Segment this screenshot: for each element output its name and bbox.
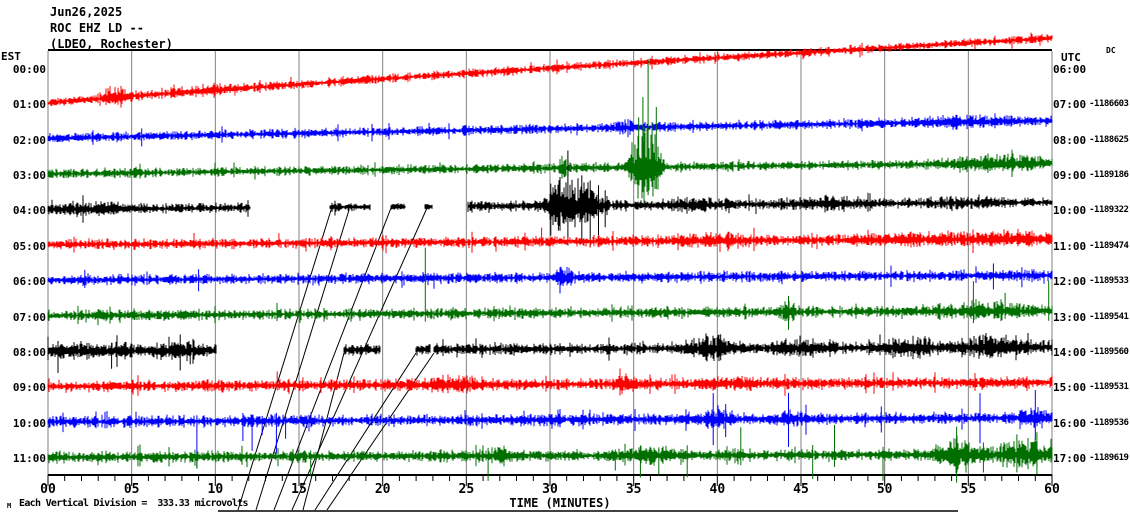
est-hour-label: 01:00: [12, 98, 46, 112]
trace-0300-black: [47, 150, 1053, 248]
utc-hour-label: 11:00 -1189474: [1053, 239, 1129, 253]
utc-hour-text: 14:00: [1053, 346, 1087, 360]
dc-offset-value: -1189541: [1089, 311, 1129, 322]
trace-0500-blue: [47, 263, 1053, 294]
utc-hour-text: 10:00: [1053, 204, 1087, 218]
utc-hour-label: 13:00 -1189541: [1053, 310, 1129, 324]
dc-offset-value: -1189186: [1089, 169, 1129, 180]
utc-hour-text: 07:00: [1053, 98, 1087, 112]
utc-hour-label: 16:00 -1189536: [1053, 416, 1129, 430]
x-tick-label: 50: [876, 482, 893, 497]
dc-offset-value: -1189533: [1089, 276, 1129, 287]
x-tick-label: 00: [40, 482, 56, 497]
gap-pointer-line: [237, 209, 332, 511]
utc-hour-label: 09:00 -1189186: [1053, 168, 1129, 182]
trace-0000-red: [47, 32, 1053, 108]
x-tick-label: 30: [542, 482, 558, 497]
x-tick-label: 15: [291, 482, 307, 497]
est-hour-label: 10:00: [12, 416, 46, 430]
x-tick-label: 05: [123, 482, 140, 497]
utc-hour-text: 08:00: [1053, 133, 1087, 147]
dc-offset-value: -1189560: [1089, 347, 1129, 358]
utc-hour-label: 17:00 -1189619: [1053, 452, 1129, 466]
dc-column-title: DC: [1106, 46, 1116, 55]
dc-offset-value: -1189474: [1089, 240, 1129, 251]
vertical-scale-note: Each Vertical Division = 333.33 microvol…: [19, 498, 248, 509]
est-hour-label: 06:00: [12, 275, 46, 289]
trace-0600-green: [47, 247, 1053, 330]
trace-0100-blue: [47, 113, 1053, 147]
x-tick-label: 55: [960, 482, 977, 497]
trace-0900-blue: [47, 390, 1053, 468]
station-code: ROC EHZ LD --: [50, 21, 144, 35]
est-hour-label: 05:00: [12, 239, 46, 253]
gap-pointer-line: [326, 352, 435, 511]
utc-hour-label: 08:00 -1188625: [1053, 133, 1129, 147]
utc-hour-label: 10:00 -1189322: [1053, 204, 1129, 218]
trace-0200-green: [47, 59, 1053, 203]
utc-hour-text: 17:00: [1053, 452, 1087, 466]
utc-hour-text: 15:00: [1053, 381, 1087, 395]
est-hour-label: 00:00: [12, 62, 46, 76]
x-tick-label: 45: [793, 482, 809, 497]
x-tick-label: 40: [709, 482, 726, 497]
gap-pointer-line: [255, 209, 350, 511]
utc-hour-text: 13:00: [1053, 310, 1087, 324]
est-hour-label: 04:00: [12, 204, 46, 218]
utc-hour-label: 06:00: [1053, 63, 1089, 76]
x-tick-label: 20: [374, 482, 391, 497]
est-hour-label: 08:00: [12, 346, 46, 360]
trace-0400-red: [47, 227, 1053, 254]
est-hour-label: 11:00: [12, 452, 46, 466]
x-tick-label: 10: [207, 482, 224, 497]
utc-hour-label: 12:00 -1189533: [1053, 275, 1129, 289]
utc-hour-text: 09:00: [1053, 168, 1087, 182]
plot-date: Jun26,2025: [50, 5, 123, 19]
x-tick-label: 35: [625, 482, 642, 497]
gap-pointer-line: [314, 352, 417, 511]
dc-offset-value: -1189322: [1089, 205, 1129, 216]
x-axis-title: TIME (MINUTES): [509, 496, 611, 510]
est-hour-label: 02:00: [12, 133, 46, 147]
dc-offset-value: -1189619: [1089, 453, 1129, 464]
utc-hour-text: 16:00: [1053, 416, 1087, 430]
gap-pointer-line: [291, 207, 428, 511]
right-timezone-title: UTC: [1061, 51, 1081, 64]
est-hour-label: 07:00: [12, 310, 46, 324]
dc-offset-value: -1189531: [1089, 382, 1129, 393]
utc-hour-label: 07:00 -1186603: [1053, 98, 1129, 112]
gap-pointer-line: [273, 207, 392, 511]
scale-marker-glyph: M: [7, 502, 12, 510]
utc-hour-label: 15:00 -1189531: [1053, 381, 1129, 395]
dc-offset-value: -1186603: [1089, 99, 1129, 110]
trace-0800-red: [47, 368, 1053, 396]
trace-1000-green: [47, 424, 1053, 483]
trace-0700-black: [47, 333, 1053, 373]
utc-hour-label: 14:00 -1189560: [1053, 346, 1129, 360]
est-hour-label: 03:00: [12, 168, 46, 182]
station-location: (LDEO, Rochester): [50, 37, 173, 51]
utc-hour-text: 12:00: [1053, 275, 1087, 289]
dc-offset-value: -1189536: [1089, 417, 1129, 428]
utc-hour-text: 11:00: [1053, 239, 1087, 253]
utc-hour-text: 06:00: [1053, 62, 1087, 76]
x-tick-label: 25: [458, 482, 475, 497]
left-timezone-title: EST: [1, 50, 21, 63]
dc-offset-value: -1188625: [1089, 134, 1129, 145]
est-hour-label: 09:00: [12, 381, 46, 395]
x-tick-label: 60: [1044, 482, 1060, 497]
